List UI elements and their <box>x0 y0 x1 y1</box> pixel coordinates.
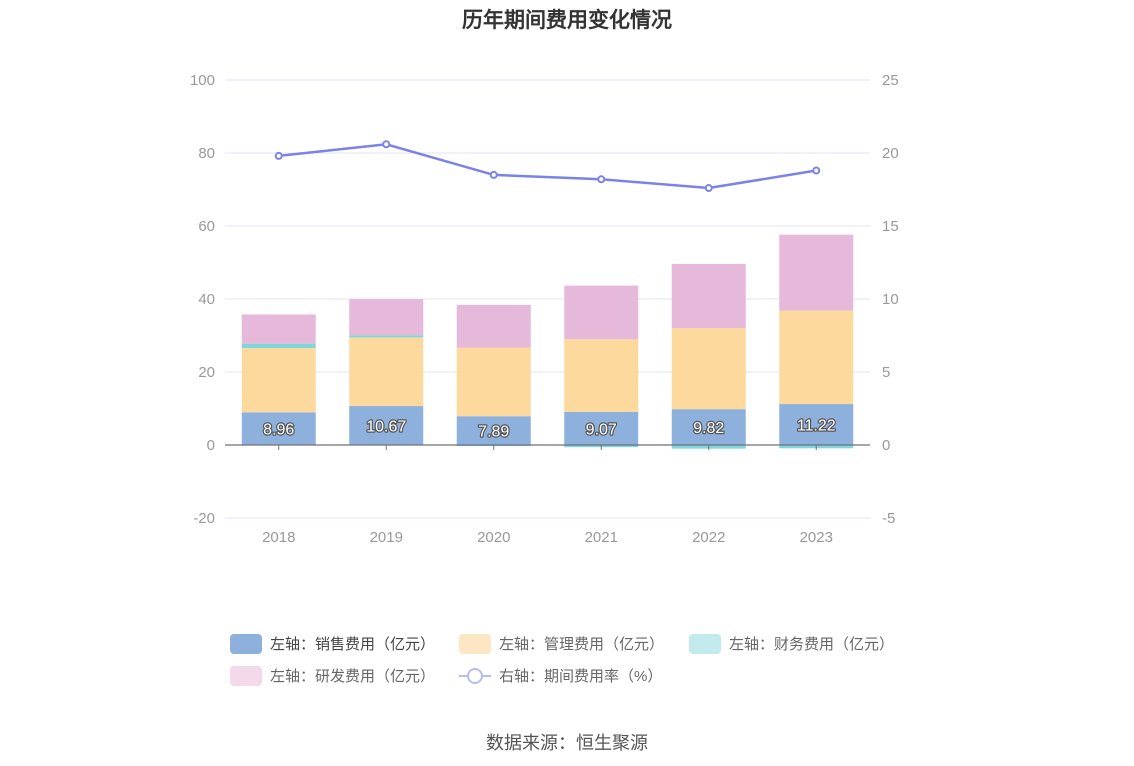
legend-swatch-rnd <box>230 665 262 686</box>
x-axis-tick-label: 2022 <box>692 529 725 546</box>
legend-item-admin[interactable]: 左轴：管理费用（亿元） <box>459 633 664 654</box>
legend-swatch-finance <box>689 633 721 654</box>
rate-line <box>278 142 817 190</box>
bar-segment-3-2019 <box>349 299 424 336</box>
bar-segment-0-2023 <box>779 404 854 445</box>
bar-segment-1-2023 <box>779 310 854 405</box>
bar-data-label: 7.89 <box>478 424 509 441</box>
legend-label-rnd: 左轴：研发费用（亿元） <box>270 668 436 685</box>
bar-data-label: 8.96 <box>263 422 294 439</box>
left-axis-tick-label: 20 <box>198 364 215 381</box>
bar-segment-3-2023 <box>779 234 854 311</box>
bar-segment-3-2018 <box>241 314 316 344</box>
right-axis-tick-label: 5 <box>882 364 890 381</box>
bar-segment-0-2022 <box>671 409 746 445</box>
x-axis-tick-label: 2021 <box>585 529 618 546</box>
left-axis-tick-label: 0 <box>207 437 215 454</box>
bar-data-label: 9.82 <box>693 420 724 437</box>
left-axis-tick-label: 100 <box>190 72 215 89</box>
chart-title: 历年期间费用变化情况 <box>462 9 672 32</box>
legend-swatch-admin <box>459 633 491 654</box>
bar-segment-0-2021 <box>564 411 639 445</box>
bar-segment-1-2018 <box>241 348 316 413</box>
bar-segment-1-2021 <box>564 339 639 412</box>
legend-item-finance[interactable]: 左轴：财务费用（亿元） <box>689 633 894 654</box>
right-axis-tick-label: 10 <box>882 291 899 308</box>
legend-swatch-sales <box>230 633 262 654</box>
bar-segment-1-2020 <box>456 347 531 417</box>
x-axis-tick-label: 2018 <box>262 529 295 546</box>
line-series <box>274 140 821 193</box>
left-axis-tick-label: 40 <box>198 291 215 308</box>
zero-baseline <box>225 444 870 450</box>
x-axis-tick-label: 2023 <box>800 529 833 546</box>
left-axis-tick-label: 60 <box>198 218 215 235</box>
data-labels: 8.96 10.67 7.89 9.07 9.82 11.22 <box>262 416 837 441</box>
bar-data-label: 9.07 <box>586 421 617 438</box>
source-note: 数据来源：恒生聚源 <box>486 733 648 753</box>
x-axis-tick-label: 2020 <box>477 529 510 546</box>
bar-segment-1-2019 <box>349 337 424 407</box>
legend-label-finance: 左轴：财务费用（亿元） <box>729 636 895 653</box>
bar-segment-3-2022 <box>671 263 746 329</box>
rate-point <box>382 140 391 149</box>
bar-segment-0-2019 <box>349 406 424 445</box>
bar-series <box>241 234 854 449</box>
x-axis: 2018 2019 2020 2021 2022 2023 <box>262 529 833 546</box>
legend-item-rnd[interactable]: 左轴：研发费用（亿元） <box>230 665 435 686</box>
left-axis-tick-label: 80 <box>198 145 215 162</box>
right-axis-tick-label: 20 <box>882 145 899 162</box>
bar-segment-2-2018 <box>241 343 316 349</box>
bar-segment-3-2021 <box>564 285 639 340</box>
legend-item-sales[interactable]: 左轴：销售费用（亿元） <box>230 633 435 654</box>
legend-label-sales: 左轴：销售费用（亿元） <box>270 636 436 653</box>
rate-point <box>274 151 283 160</box>
bar-data-label: 11.22 <box>797 418 836 435</box>
bar-segment-2-2019 <box>349 335 424 338</box>
right-axis: 25 20 15 10 5 0 -5 <box>882 72 899 527</box>
rate-point <box>597 175 606 184</box>
rate-point <box>704 184 713 193</box>
bar-segment-1-2022 <box>671 328 746 410</box>
bar-segment-0-2020 <box>456 416 531 445</box>
legend-label-admin: 左轴：管理费用（亿元） <box>499 636 665 653</box>
grid-lines <box>225 79 870 519</box>
right-axis-tick-label: 25 <box>882 72 899 89</box>
legend-label-rate: 右轴：期间费用率（%） <box>499 668 663 685</box>
rate-point <box>489 170 498 179</box>
x-axis-tick-label: 2019 <box>370 529 403 546</box>
legend-line-swatch-icon <box>459 666 491 686</box>
bar-segment-3-2020 <box>456 304 531 348</box>
right-axis-tick-label: 15 <box>882 218 899 235</box>
right-axis-tick-label: 0 <box>882 437 890 454</box>
rate-point <box>812 166 821 175</box>
legend-item-rate[interactable]: 右轴：期间费用率（%） <box>459 665 662 686</box>
left-axis: 100 80 60 40 20 0 -20 <box>190 72 215 527</box>
bar-data-label: 10.67 <box>366 419 406 436</box>
bar-segment-0-2018 <box>241 412 316 445</box>
left-axis-tick-label: -20 <box>193 510 215 527</box>
right-axis-tick-label: -5 <box>882 510 895 527</box>
